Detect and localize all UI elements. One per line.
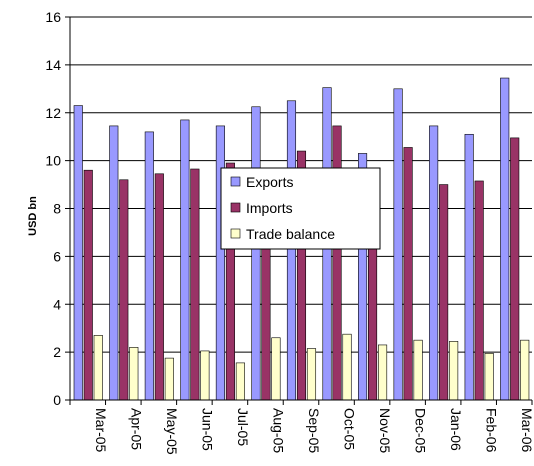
bar-trade-balance bbox=[129, 347, 139, 401]
bar-exports bbox=[144, 131, 154, 401]
y-axis-label: USD bn bbox=[27, 196, 39, 236]
x-tick-label: Sep-05 bbox=[306, 408, 322, 453]
bar-trade-balance bbox=[484, 353, 494, 401]
bar-imports bbox=[119, 179, 129, 401]
bar-imports bbox=[474, 180, 484, 401]
legend-label: Trade balance bbox=[246, 226, 335, 242]
bar-trade-balance bbox=[306, 348, 317, 401]
x-tick-label: Dec-05 bbox=[413, 408, 429, 453]
bar-imports bbox=[332, 125, 342, 401]
y-ticks: 0 2 4 6 8 10 12 14 16 bbox=[45, 9, 70, 408]
x-tick-label: Mar-06 bbox=[519, 408, 534, 453]
bar-trade-balance bbox=[342, 333, 352, 401]
x-tick-label: Jan-06 bbox=[448, 408, 464, 451]
bar-imports bbox=[510, 137, 520, 401]
bar-trade-balance bbox=[520, 339, 530, 401]
bar-exports bbox=[286, 100, 297, 401]
legend-swatch bbox=[230, 202, 241, 213]
x-tick-label: Feb-06 bbox=[484, 408, 500, 453]
bar-exports bbox=[393, 88, 403, 401]
legend: Exports Imports Trade balance bbox=[220, 167, 381, 250]
y-tick-label: 6 bbox=[53, 248, 61, 264]
bar-imports bbox=[83, 169, 93, 401]
y-tick-label: 16 bbox=[45, 9, 61, 25]
x-tick-label: Jul-05 bbox=[235, 408, 251, 446]
bar-exports bbox=[180, 119, 190, 401]
bar-trade-balance bbox=[93, 335, 103, 401]
legend-swatch bbox=[230, 176, 241, 187]
bar-exports bbox=[73, 105, 83, 401]
x-tick-label: Jun-05 bbox=[199, 408, 215, 451]
x-ticks: Mar-05 Apr-05 May-05 Jun-05 Jul-05 Aug-05 Sep-… bbox=[69, 400, 534, 455]
y-tick-label: 2 bbox=[53, 344, 61, 360]
bar-exports bbox=[500, 77, 510, 401]
bar-trade-balance bbox=[449, 341, 459, 401]
bar-trade-balance bbox=[378, 344, 388, 401]
bar-exports bbox=[215, 125, 225, 401]
x-tick-label: May-05 bbox=[164, 408, 180, 455]
x-tick-label: Aug-05 bbox=[270, 408, 286, 453]
bar-trade-balance bbox=[164, 357, 174, 401]
bar-imports bbox=[403, 147, 413, 401]
bar-trade-balance bbox=[413, 339, 423, 401]
y-tick-label: 14 bbox=[45, 57, 61, 73]
x-tick-label: Nov-05 bbox=[377, 408, 393, 453]
y-tick-label: 10 bbox=[45, 153, 61, 169]
bar-imports bbox=[190, 168, 200, 401]
bar-exports bbox=[251, 106, 261, 401]
legend-swatch bbox=[230, 228, 241, 239]
y-tick-label: 0 bbox=[53, 392, 61, 408]
bar-exports bbox=[464, 133, 474, 401]
bar-trade-balance bbox=[235, 362, 245, 401]
bar-imports bbox=[439, 184, 449, 401]
bars bbox=[73, 77, 530, 401]
x-tick-label: Oct-05 bbox=[342, 408, 358, 450]
legend-box bbox=[220, 167, 381, 250]
legend-label: Imports bbox=[246, 200, 293, 216]
y-tick-label: 8 bbox=[53, 201, 61, 217]
y-tick-label: 4 bbox=[53, 296, 61, 312]
bar-exports bbox=[429, 125, 439, 401]
bar-imports bbox=[154, 173, 164, 401]
legend-label: Exports bbox=[246, 174, 293, 190]
x-tick-label: Apr-05 bbox=[128, 408, 144, 450]
y-tick-label: 12 bbox=[45, 105, 61, 121]
x-tick-label: Mar-05 bbox=[93, 408, 109, 453]
bar-exports bbox=[109, 125, 119, 401]
bar-trade-balance bbox=[271, 337, 281, 401]
bar-trade-balance bbox=[200, 350, 210, 401]
